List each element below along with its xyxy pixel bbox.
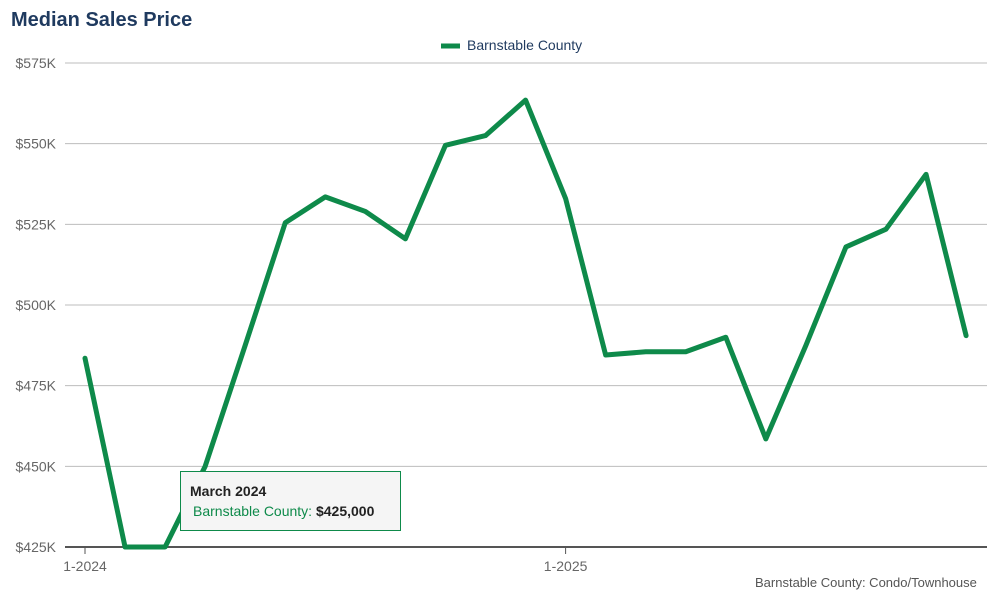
data-point[interactable]	[443, 143, 448, 148]
data-point[interactable]	[243, 343, 248, 348]
data-point[interactable]	[643, 349, 648, 354]
series-line	[82, 97, 969, 550]
y-tick-label: $425K	[16, 539, 57, 555]
footer-note: Barnstable County: Condo/Townhouse	[755, 575, 977, 590]
data-point[interactable]	[843, 244, 848, 249]
chart-title: Median Sales Price	[11, 9, 193, 31]
data-point[interactable]	[964, 333, 969, 338]
data-point[interactable]	[884, 227, 889, 232]
gridlines	[65, 62, 987, 548]
x-tick-label: 1-2025	[544, 558, 588, 574]
tooltip-value: $425,000	[315, 503, 375, 519]
data-point[interactable]	[683, 349, 688, 354]
data-point[interactable]	[363, 209, 368, 214]
y-tick-label: $550K	[16, 136, 57, 152]
data-point[interactable]	[163, 545, 168, 550]
data-tooltip: March 2024 Barnstable County: $425,000	[180, 471, 401, 531]
data-point[interactable]	[723, 335, 728, 340]
data-point[interactable]	[523, 98, 528, 103]
data-point[interactable]	[763, 436, 768, 441]
tooltip-date: March 2024	[190, 483, 267, 499]
tooltip-series-label: Barnstable County:	[193, 503, 313, 519]
y-axis: $425K $450K $475K $500K $525K $550K $575K	[16, 55, 57, 555]
data-point[interactable]	[483, 133, 488, 138]
y-tick-label: $500K	[16, 297, 57, 313]
data-point[interactable]	[283, 220, 288, 225]
y-tick-label: $475K	[16, 378, 57, 394]
legend-label: Barnstable County	[467, 37, 582, 53]
x-tick-label: 1-2024	[63, 558, 107, 574]
data-point[interactable]	[924, 172, 929, 177]
data-point[interactable]	[803, 343, 808, 348]
data-point[interactable]	[323, 194, 328, 199]
data-point[interactable]	[563, 196, 568, 201]
data-point[interactable]	[123, 545, 128, 550]
x-axis: 1-2024 1-2025	[63, 547, 588, 574]
y-tick-label: $525K	[16, 216, 57, 232]
data-point[interactable]	[203, 464, 208, 469]
y-tick-label: $450K	[16, 458, 57, 474]
legend[interactable]: Barnstable County	[441, 37, 582, 53]
data-point[interactable]	[603, 353, 608, 358]
y-tick-label: $575K	[16, 55, 57, 71]
series-group	[82, 97, 969, 550]
data-point[interactable]	[83, 356, 88, 361]
data-point[interactable]	[403, 236, 408, 241]
